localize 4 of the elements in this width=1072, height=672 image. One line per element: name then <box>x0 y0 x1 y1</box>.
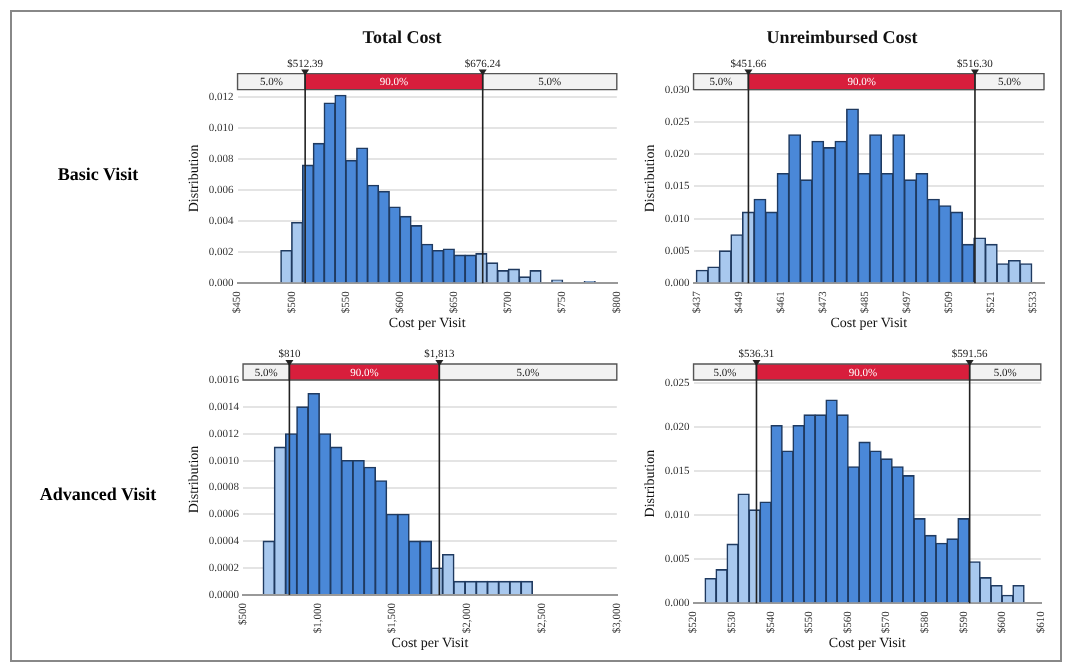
text: Advanced Visit <box>37 484 159 504</box>
chart-title: Total Cost <box>362 27 442 48</box>
chart-title: Unreimbursed Cost <box>766 27 918 48</box>
text: Basic Visit <box>55 164 141 184</box>
